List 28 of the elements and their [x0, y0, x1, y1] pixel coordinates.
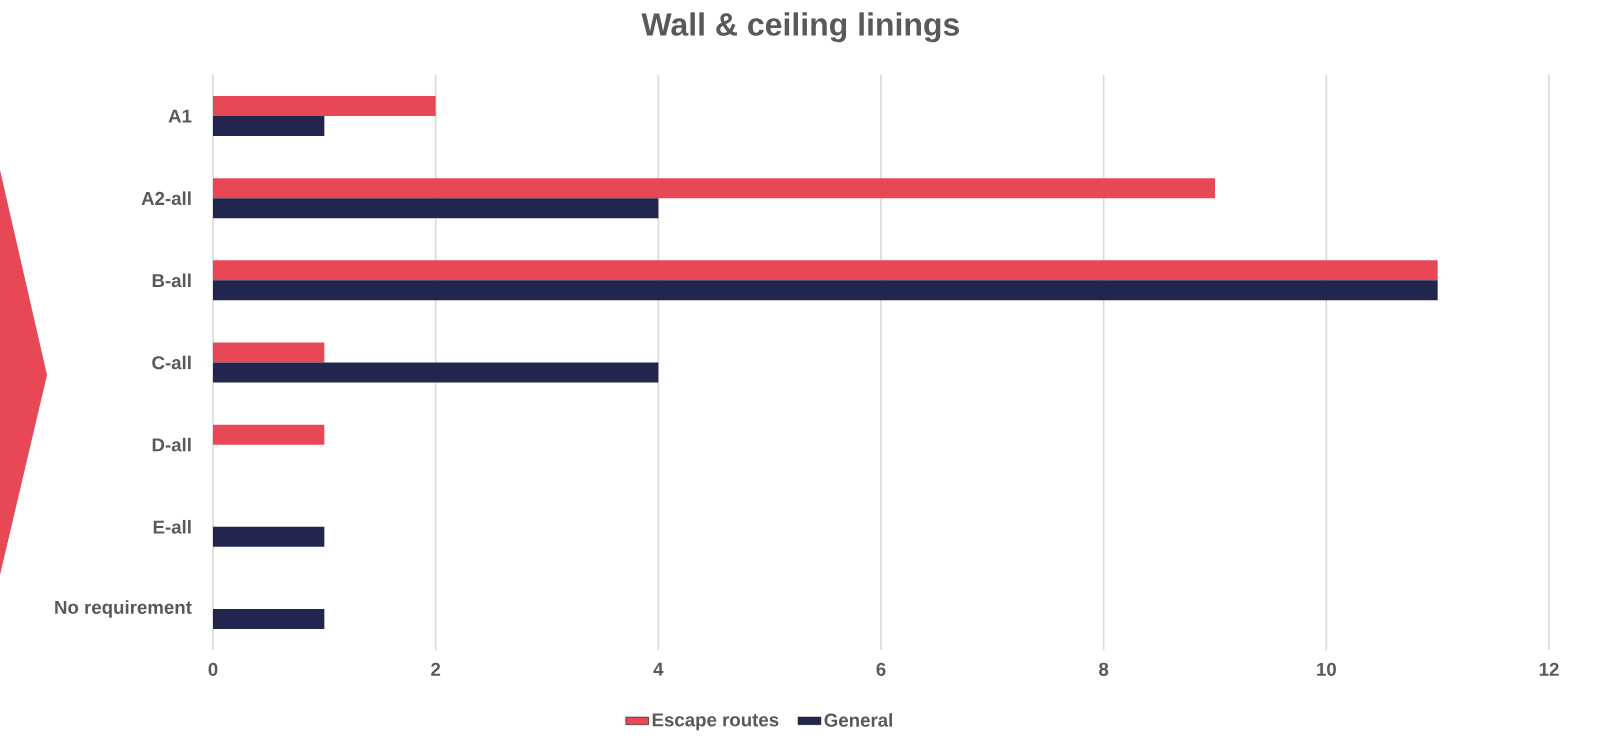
bar — [213, 116, 325, 137]
bar — [213, 178, 1215, 199]
bar — [213, 260, 1438, 281]
legend-label: Escape routes — [652, 713, 779, 731]
y-tick-label: No requirement — [55, 600, 192, 618]
bar — [213, 424, 325, 445]
legend-label: General — [824, 713, 892, 727]
y-tick-label: B-all — [152, 273, 191, 288]
x-tick-label: 12 — [1539, 662, 1559, 676]
y-tick-label: C-all — [152, 355, 191, 370]
x-tick-label: 4 — [653, 662, 664, 676]
bar — [213, 198, 659, 219]
y-tick-label: E-all — [153, 519, 191, 534]
y-tick-label: A1 — [168, 109, 192, 123]
bar — [213, 342, 325, 363]
bar — [213, 608, 325, 629]
x-tick-label: 2 — [431, 662, 441, 676]
y-tick-label: D-all — [152, 437, 191, 452]
chart-title: Wall & ceiling linings — [641, 12, 959, 43]
bar — [213, 362, 659, 383]
x-tick-label: 6 — [876, 662, 886, 676]
x-tick-label: 8 — [1099, 662, 1109, 676]
bar — [213, 280, 1438, 301]
bar — [213, 96, 436, 117]
y-tick-label: A2-all — [141, 191, 191, 206]
x-tick-label: 10 — [1317, 662, 1336, 676]
bar — [213, 526, 325, 547]
x-tick-label: 0 — [208, 662, 218, 676]
